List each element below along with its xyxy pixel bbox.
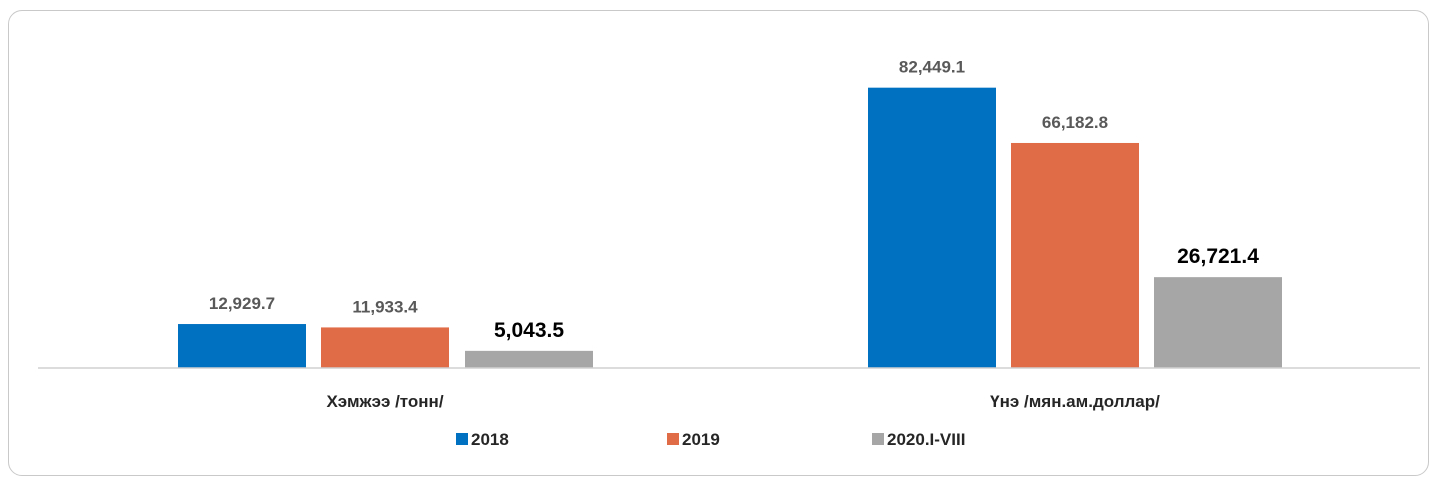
data-label: 12,929.7 bbox=[209, 294, 275, 313]
category-label: Үнэ /мян.ам.доллар/ bbox=[990, 392, 1160, 411]
data-label: 66,182.8 bbox=[1042, 113, 1108, 132]
legend-label: 2019 bbox=[682, 430, 720, 449]
legend-swatch bbox=[667, 433, 679, 445]
data-label: 26,721.4 bbox=[1177, 245, 1259, 268]
bar-2-2019 bbox=[1011, 142, 1139, 368]
bar-2-2018 bbox=[868, 87, 996, 368]
legend-label: 2020.I-VIII bbox=[887, 430, 965, 449]
legend-label: 2018 bbox=[471, 430, 509, 449]
legend-swatch bbox=[872, 433, 884, 445]
legend: 2018 2019 2020.I-VIII bbox=[456, 430, 965, 449]
bar-2-2020.I-VIII bbox=[1154, 277, 1282, 368]
legend-swatch bbox=[456, 433, 468, 445]
value-labels-group: 12,929.7 82,449.1 11,933.4 66,182.8 5,043.5 2… bbox=[209, 58, 1259, 342]
data-label: 5,043.5 bbox=[494, 319, 564, 342]
bars-group bbox=[178, 87, 1282, 368]
bar-1-2018 bbox=[178, 324, 306, 368]
category-labels-group: Хэмжээ /тонн/Үнэ /мян.ам.доллар/ bbox=[326, 392, 1160, 411]
category-label: Хэмжээ /тонн/ bbox=[326, 392, 443, 411]
bar-1-2020.I-VIII bbox=[465, 350, 593, 368]
chart-frame bbox=[8, 10, 1429, 476]
data-label: 11,933.4 bbox=[352, 297, 418, 316]
data-label: 82,449.1 bbox=[899, 58, 965, 77]
bar-1-2019 bbox=[321, 327, 449, 368]
